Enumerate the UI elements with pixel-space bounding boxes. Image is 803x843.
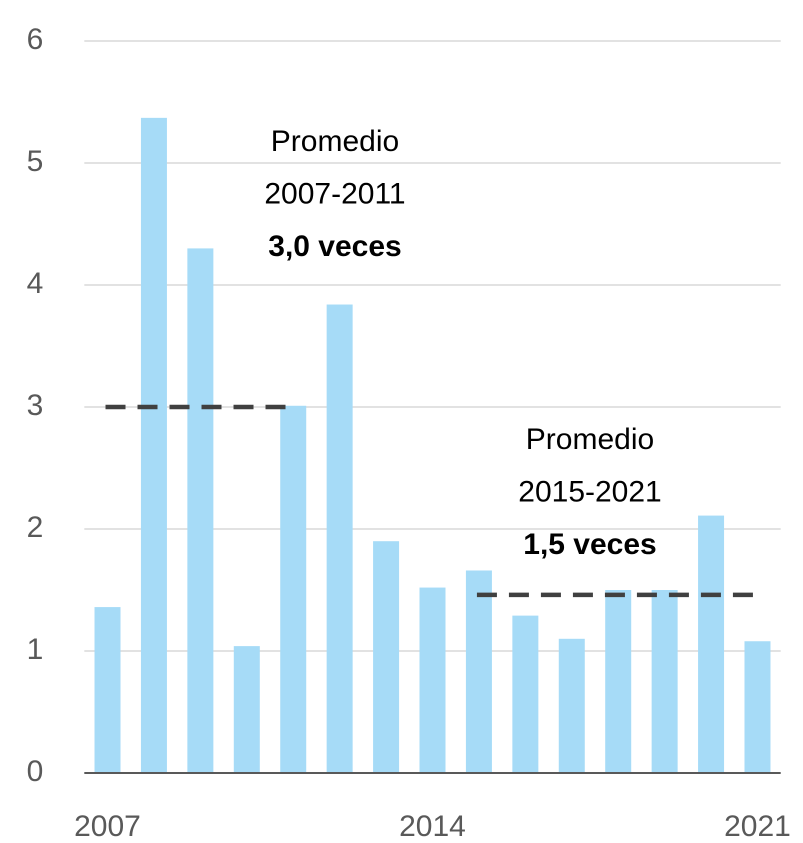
y-tick-label: 5 xyxy=(27,145,44,178)
y-tick-label: 4 xyxy=(27,267,44,300)
bar xyxy=(140,117,167,774)
bar xyxy=(605,590,632,773)
annotation: 2007-2011 xyxy=(264,177,405,210)
bar xyxy=(512,615,539,773)
y-tick-label: 0 xyxy=(27,755,44,788)
x-tick-label: 2014 xyxy=(399,810,466,843)
bar xyxy=(419,587,446,773)
y-tick-label: 1 xyxy=(27,633,44,666)
bar xyxy=(233,646,260,773)
annotation: Promedio xyxy=(271,125,399,158)
annotation: 1,5 veces xyxy=(523,528,656,561)
annotation: Promedio xyxy=(526,423,654,456)
annotation: 2015-2021 xyxy=(518,475,661,508)
bar xyxy=(558,638,585,773)
bar xyxy=(465,570,492,773)
x-tick-label: 2007 xyxy=(74,810,141,843)
bar xyxy=(651,590,678,773)
x-tick-label: 2021 xyxy=(724,810,791,843)
bar xyxy=(698,515,725,773)
y-tick-label: 6 xyxy=(27,23,44,56)
bar xyxy=(326,304,353,773)
bar xyxy=(373,541,400,773)
y-tick-label: 2 xyxy=(27,511,44,544)
bar xyxy=(744,641,771,773)
annotation: 3,0 veces xyxy=(268,230,401,263)
y-tick-label: 3 xyxy=(27,389,44,422)
bar xyxy=(280,405,307,773)
bar xyxy=(187,248,214,773)
bar xyxy=(94,607,121,773)
